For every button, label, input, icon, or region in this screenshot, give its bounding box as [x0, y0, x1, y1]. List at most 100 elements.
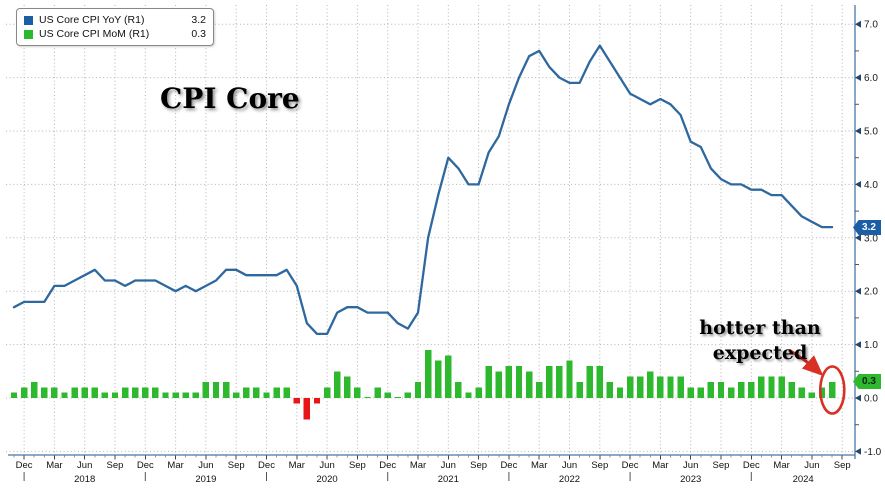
mom-bar	[525, 371, 533, 398]
y-tick-label: 1.0	[864, 340, 878, 351]
x-tick-label: Sep	[713, 460, 730, 471]
x-tick-label: Dec	[743, 460, 760, 471]
legend-item-mom: US Core CPI MoM (R1) 0.3	[24, 27, 206, 41]
y-tick-label: 2.0	[864, 287, 878, 298]
x-tick-label: Mar	[652, 460, 668, 471]
x-tick-label: Jun	[441, 460, 456, 471]
chart-title: CPI Core	[160, 82, 300, 115]
y-tick-label: 0.0	[864, 394, 878, 405]
year-label: 2022	[559, 474, 580, 485]
mom-bar	[233, 392, 240, 398]
mom-bar	[424, 349, 432, 398]
x-tick-label: Sep	[470, 460, 487, 471]
x-tick-label: Dec	[379, 460, 396, 471]
x-tick-label: Sep	[349, 460, 366, 471]
y-tick-arrow-icon	[855, 181, 861, 188]
mom-bar	[253, 387, 260, 398]
mom-bar	[505, 365, 513, 398]
mom-bar	[364, 396, 371, 398]
mom-bar	[495, 371, 502, 398]
mom-bar	[697, 387, 704, 398]
legend-value: 3.2	[191, 14, 206, 26]
legend-label: US Core CPI YoY (R1)	[39, 14, 145, 26]
mom-bar	[354, 387, 361, 398]
mom-bar	[485, 365, 492, 398]
x-tick-label: Mar	[289, 460, 305, 471]
mom-bar	[263, 392, 270, 398]
mom-bar	[334, 371, 341, 398]
mom-bar	[243, 387, 250, 398]
mom-bar	[293, 398, 300, 404]
mom-bar	[414, 381, 422, 398]
legend-value: 0.3	[191, 28, 206, 40]
mom-bar	[596, 365, 603, 398]
mom-bar	[808, 392, 816, 398]
y-tick-arrow-icon	[855, 20, 861, 28]
mom-bar	[192, 392, 199, 398]
mom-bar	[465, 392, 472, 398]
mom-bar	[707, 381, 715, 398]
y-tick-arrow-icon	[855, 127, 861, 135]
mom-bar	[10, 392, 18, 398]
x-tick-label: Sep	[834, 460, 851, 471]
mom-bar	[81, 387, 88, 398]
mom-bar	[687, 387, 694, 398]
mom-bar	[657, 376, 664, 398]
x-tick-label: Mar	[410, 460, 426, 471]
y-axis: 7.0 6.0 5.0 4.0 3.0 2.0 1.0 0.0 -1.0	[855, 20, 882, 458]
mom-bar	[435, 360, 442, 398]
y-tick-label: 3.0	[864, 233, 878, 244]
mom-bar	[212, 381, 220, 398]
x-tick-label: Jun	[319, 460, 334, 471]
x-tick-label: Mar	[773, 460, 789, 471]
legend-item-yoy: US Core CPI YoY (R1) 3.2	[24, 13, 206, 27]
mom-bar	[788, 381, 795, 398]
yoy-last-value-badge: 3.2	[853, 220, 881, 235]
x-tick-label: Dec	[258, 460, 275, 471]
mom-bar	[71, 387, 78, 398]
x-tick-label: Dec	[622, 460, 639, 471]
legend: US Core CPI YoY (R1) 3.2 US Core CPI MoM…	[16, 8, 214, 46]
year-label: 2020	[317, 474, 338, 485]
mom-bar	[394, 396, 401, 398]
mom-bar	[647, 371, 654, 398]
y-tick-label: 6.0	[864, 73, 878, 84]
mom-bar	[374, 387, 381, 398]
yoy-line	[12, 44, 834, 336]
x-tick-label: Dec	[16, 460, 33, 471]
year-label: 2021	[438, 474, 459, 485]
mom-bar	[677, 376, 684, 398]
mom-bar	[758, 376, 765, 398]
mom-bar	[31, 381, 38, 398]
y-tick-arrow-icon	[855, 448, 861, 455]
mom-bar	[384, 392, 391, 398]
x-tick-label: Jun	[683, 460, 698, 471]
mom-bar	[323, 387, 331, 398]
annotation-line-2: expected	[712, 342, 808, 365]
y-tick-arrow-icon	[855, 234, 861, 242]
annotation-text: hotter than expected	[688, 316, 832, 366]
mom-bar	[182, 392, 189, 398]
annotation-circle	[818, 365, 846, 415]
mom-last-value-badge: 0.3	[853, 374, 881, 389]
year-label: 2024	[793, 474, 814, 485]
mom-bar	[586, 365, 593, 398]
year-label: 2023	[680, 474, 701, 485]
mom-bar	[51, 387, 58, 398]
mom-bar	[556, 365, 563, 398]
y-tick-arrow-icon	[855, 74, 861, 81]
mom-bar	[667, 376, 674, 398]
mom-bar	[445, 355, 452, 398]
mom-bars	[10, 349, 836, 420]
mom-bar	[515, 365, 523, 398]
mom-bar	[768, 376, 775, 398]
legend-label: US Core CPI MoM (R1)	[39, 28, 150, 40]
mom-bar	[152, 387, 159, 398]
yoy-series-swatch-icon	[24, 15, 33, 25]
mom-bar	[475, 387, 482, 398]
x-tick-label: Mar	[46, 460, 62, 471]
year-label: 2018	[74, 474, 95, 485]
mom-bar	[536, 381, 543, 398]
mom-bar	[828, 381, 836, 398]
